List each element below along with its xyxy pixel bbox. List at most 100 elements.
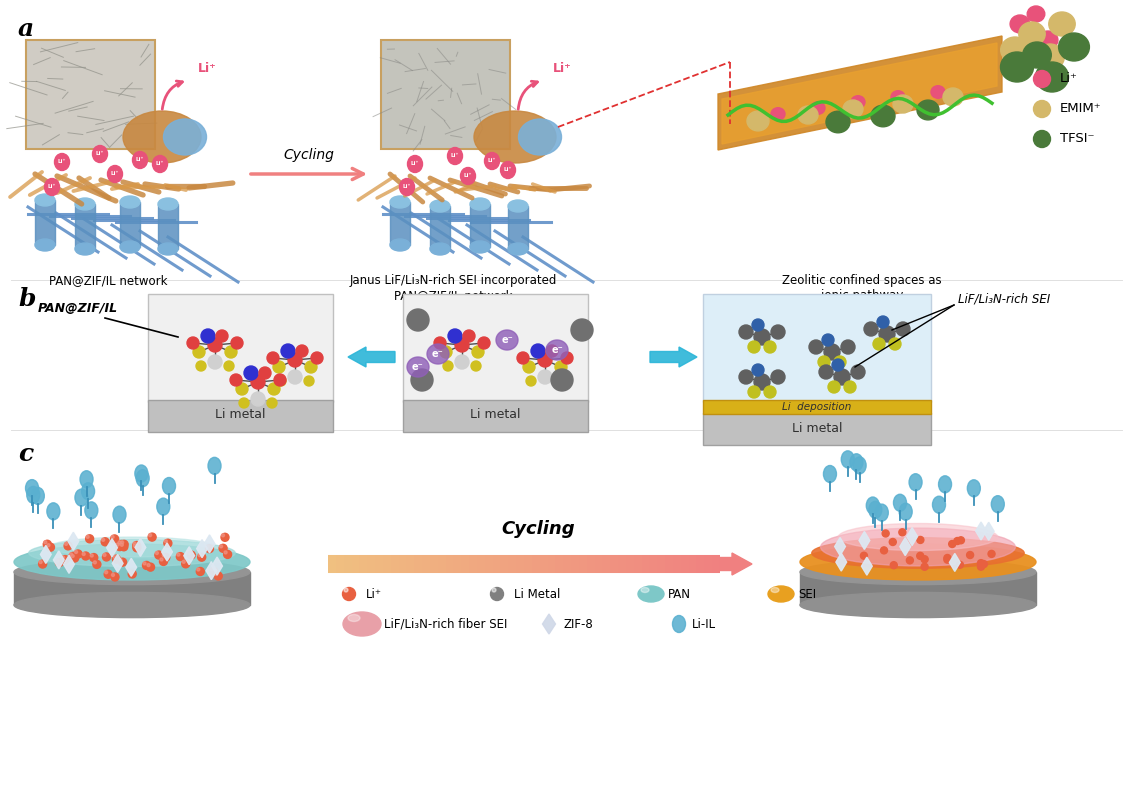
- Ellipse shape: [753, 374, 770, 390]
- Ellipse shape: [101, 538, 109, 546]
- Ellipse shape: [889, 338, 901, 350]
- Ellipse shape: [770, 108, 785, 120]
- Ellipse shape: [909, 474, 922, 491]
- Ellipse shape: [267, 352, 279, 364]
- Ellipse shape: [93, 146, 108, 162]
- Ellipse shape: [896, 322, 910, 336]
- Ellipse shape: [69, 552, 77, 561]
- Ellipse shape: [956, 562, 963, 569]
- Ellipse shape: [310, 352, 323, 364]
- Ellipse shape: [133, 151, 147, 169]
- Text: Cycling: Cycling: [501, 520, 574, 538]
- Ellipse shape: [117, 543, 119, 546]
- Ellipse shape: [431, 243, 450, 255]
- Ellipse shape: [46, 503, 60, 520]
- FancyBboxPatch shape: [403, 400, 588, 432]
- Ellipse shape: [555, 361, 566, 373]
- Ellipse shape: [128, 570, 136, 578]
- Ellipse shape: [148, 533, 156, 541]
- Ellipse shape: [162, 478, 176, 494]
- Text: e⁻: e⁻: [551, 345, 563, 355]
- Ellipse shape: [14, 592, 250, 618]
- Ellipse shape: [147, 564, 150, 566]
- Ellipse shape: [546, 340, 568, 360]
- Ellipse shape: [188, 551, 190, 554]
- Polygon shape: [35, 200, 56, 245]
- Ellipse shape: [71, 554, 74, 558]
- Ellipse shape: [220, 545, 222, 548]
- Ellipse shape: [883, 530, 889, 537]
- Text: Li⁺: Li⁺: [504, 167, 512, 172]
- Ellipse shape: [554, 376, 564, 386]
- Ellipse shape: [221, 533, 229, 541]
- Polygon shape: [157, 204, 178, 249]
- Ellipse shape: [931, 86, 945, 98]
- Text: EMIM⁺: EMIM⁺: [1060, 102, 1101, 116]
- Ellipse shape: [129, 570, 131, 573]
- Ellipse shape: [1000, 52, 1033, 82]
- Ellipse shape: [877, 316, 889, 328]
- Ellipse shape: [508, 200, 528, 212]
- Ellipse shape: [900, 503, 912, 520]
- Polygon shape: [508, 206, 528, 249]
- Ellipse shape: [879, 326, 895, 342]
- Text: Li metal: Li metal: [792, 422, 842, 436]
- Ellipse shape: [917, 100, 939, 120]
- Ellipse shape: [864, 322, 878, 336]
- Polygon shape: [900, 538, 911, 556]
- Ellipse shape: [93, 561, 96, 564]
- Ellipse shape: [860, 552, 868, 559]
- Ellipse shape: [120, 541, 123, 544]
- Ellipse shape: [288, 370, 303, 384]
- Ellipse shape: [304, 376, 314, 386]
- Ellipse shape: [1036, 44, 1064, 70]
- Ellipse shape: [93, 561, 101, 569]
- Polygon shape: [41, 546, 51, 563]
- Polygon shape: [53, 551, 65, 569]
- Ellipse shape: [448, 329, 462, 343]
- Ellipse shape: [344, 588, 348, 592]
- Ellipse shape: [991, 496, 1004, 512]
- Ellipse shape: [842, 451, 854, 468]
- Ellipse shape: [770, 325, 785, 339]
- Polygon shape: [126, 558, 137, 577]
- Text: e⁻: e⁻: [501, 335, 513, 345]
- Ellipse shape: [470, 198, 489, 210]
- Polygon shape: [184, 546, 195, 565]
- Polygon shape: [212, 557, 222, 575]
- Ellipse shape: [112, 555, 120, 563]
- Ellipse shape: [187, 337, 199, 349]
- Ellipse shape: [153, 155, 168, 173]
- Polygon shape: [162, 543, 172, 561]
- Ellipse shape: [54, 154, 69, 170]
- FancyBboxPatch shape: [702, 294, 931, 402]
- Ellipse shape: [103, 554, 107, 557]
- Ellipse shape: [223, 550, 231, 558]
- Ellipse shape: [296, 345, 308, 357]
- Ellipse shape: [197, 553, 206, 562]
- Ellipse shape: [164, 539, 168, 543]
- Ellipse shape: [187, 551, 195, 559]
- Ellipse shape: [75, 243, 95, 255]
- Ellipse shape: [163, 119, 206, 155]
- Ellipse shape: [764, 341, 776, 353]
- Ellipse shape: [120, 196, 140, 208]
- Ellipse shape: [102, 539, 104, 541]
- Ellipse shape: [408, 155, 423, 173]
- Polygon shape: [204, 535, 215, 553]
- Ellipse shape: [104, 571, 108, 573]
- Ellipse shape: [638, 586, 664, 602]
- Ellipse shape: [164, 539, 172, 547]
- Ellipse shape: [236, 383, 248, 395]
- Polygon shape: [120, 202, 140, 247]
- Ellipse shape: [471, 361, 482, 371]
- Ellipse shape: [988, 550, 995, 558]
- Ellipse shape: [944, 554, 951, 562]
- Ellipse shape: [69, 553, 73, 556]
- Ellipse shape: [427, 344, 449, 364]
- Ellipse shape: [531, 344, 545, 358]
- Ellipse shape: [26, 480, 39, 497]
- Text: Li⁺: Li⁺: [488, 158, 496, 163]
- Ellipse shape: [770, 370, 785, 384]
- Text: Li  deposition: Li deposition: [782, 402, 852, 412]
